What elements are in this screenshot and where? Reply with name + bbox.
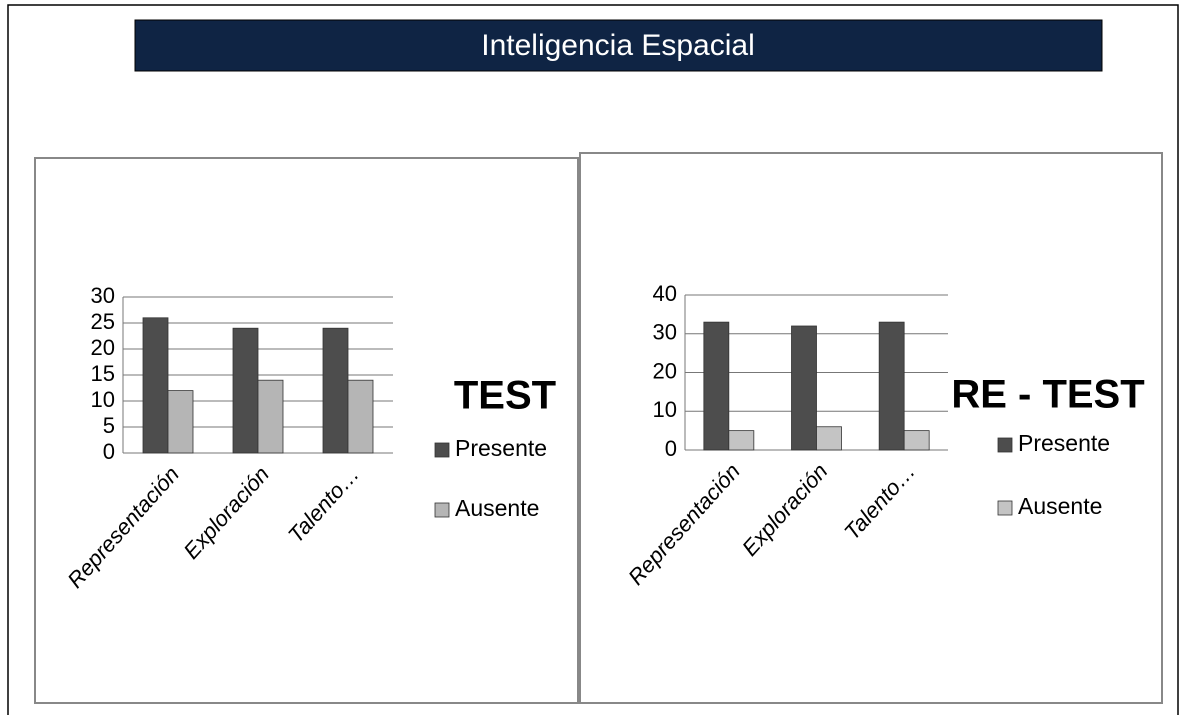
bar <box>347 379 374 454</box>
legend-swatch <box>997 437 1013 453</box>
chart-frame <box>34 157 579 704</box>
y-tick-label: 25 <box>91 309 115 334</box>
page-border <box>7 4 1179 715</box>
bar <box>232 327 259 454</box>
legend-swatch <box>434 442 450 458</box>
y-tick-label: 10 <box>91 387 115 412</box>
legend-label: Ausente <box>1018 493 1102 519</box>
legend-label: Ausente <box>455 495 539 521</box>
header-title: Inteligencia Espacial <box>481 29 755 62</box>
bar <box>878 321 905 451</box>
y-tick-label: 30 <box>653 320 677 345</box>
legend-label: Presente <box>455 435 547 461</box>
y-tick-label: 15 <box>91 361 115 386</box>
y-tick-label: 0 <box>103 439 115 464</box>
bar <box>791 325 817 451</box>
chart-title: TEST <box>454 374 556 418</box>
y-tick-label: 5 <box>103 413 115 438</box>
header-box <box>134 19 1103 72</box>
y-tick-label: 20 <box>653 358 677 383</box>
bar <box>816 426 842 451</box>
legend-swatch <box>997 500 1013 516</box>
legend-label: Presente <box>1018 430 1110 456</box>
bar <box>703 321 730 451</box>
bar <box>142 317 169 454</box>
y-tick-label: 40 <box>653 281 677 306</box>
bar <box>728 430 755 451</box>
y-tick-label: 0 <box>665 436 677 461</box>
y-tick-label: 20 <box>91 335 115 360</box>
bar <box>167 390 194 454</box>
bar <box>257 379 284 454</box>
chart-frame <box>579 152 1163 704</box>
legend-swatch <box>434 502 450 518</box>
bar <box>903 430 930 451</box>
chart-title: RE - TEST <box>951 373 1144 417</box>
bar <box>322 327 349 454</box>
y-tick-label: 30 <box>91 283 115 308</box>
y-tick-label: 10 <box>653 397 677 422</box>
